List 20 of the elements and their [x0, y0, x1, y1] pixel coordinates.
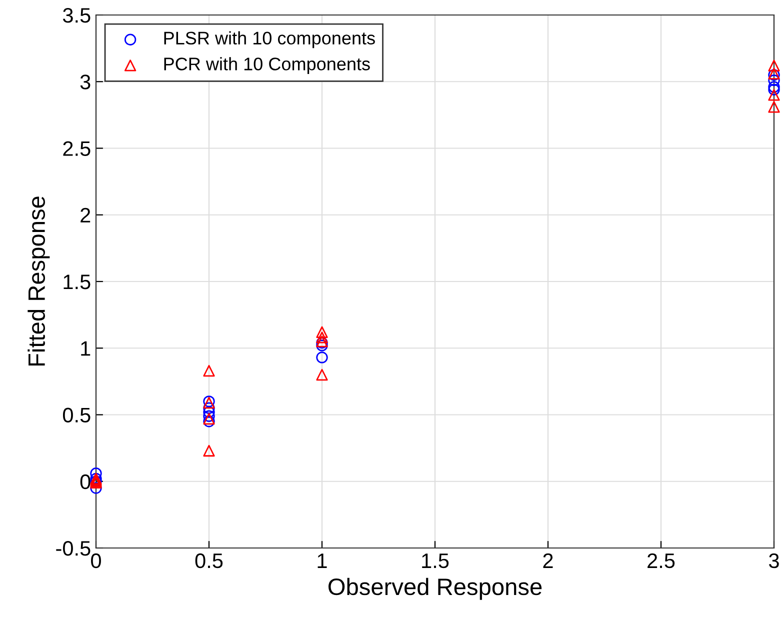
x-tick-label: 2.5 [648, 553, 675, 568]
legend-label: PLSR with 10 components [164, 31, 375, 48]
y-tick-label: 2 [80, 208, 90, 222]
legend-label: PCR with 10 Components [164, 57, 370, 74]
y-tick-label: 2.5 [63, 141, 90, 156]
x-tick-label: 2 [543, 553, 553, 568]
x-axis-title: Observed Response [328, 578, 542, 600]
y-tick-label: 3.5 [62, 8, 90, 23]
x-tick-label: 0 [91, 553, 101, 568]
y-tick-label: 3 [80, 74, 90, 90]
x-tick-label: 1.5 [422, 554, 449, 568]
x-tick-label: 3 [769, 553, 779, 568]
y-tick-label: 1 [81, 341, 90, 356]
x-tick-label: 0.5 [195, 553, 223, 568]
y-tick-label: 0 [80, 474, 90, 490]
y-axis-title: Fitted Response [28, 196, 50, 366]
y-tick-label: 1.5 [64, 274, 90, 290]
y-tick-label: -0.5 [56, 541, 90, 556]
x-tick-label: 1 [318, 554, 327, 568]
y-tick-label: 0.5 [62, 408, 90, 423]
